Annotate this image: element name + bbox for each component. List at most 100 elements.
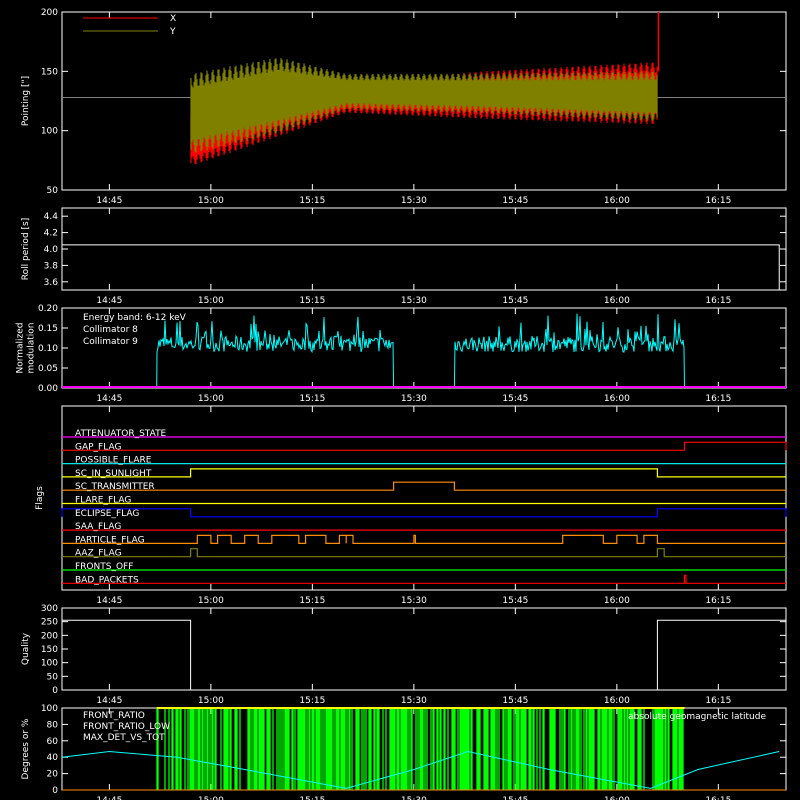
flags-panel: 14:45 15:00 15:15 15:30 15:45 16:00 16:15 Flags… [35,405,787,606]
y-tick-label: 250 [41,618,58,628]
x-tick-label: 16:00 [604,296,630,306]
x-tick-label: 16:00 [604,796,630,800]
x-tick-label: 16:00 [604,394,630,404]
x-tick-label: 15:30 [401,796,427,800]
y-tick-label: 20 [47,770,59,780]
y-axis-label: Quality [21,632,31,665]
flag-label-particle-flag: PARTICLE_FLAG [75,535,145,545]
y-tick-label: 4.4 [44,212,59,222]
flag-label-sc-transmitter: SC_TRANSMITTER [75,482,155,492]
legend-label-y: Y [169,27,176,37]
x-tick-label: 15:00 [198,296,224,306]
legend-label-x: X [170,14,176,24]
x-tick-label: 14:45 [96,696,122,706]
x-tick-label: 15:30 [401,696,427,706]
y-axis-label: Roll period [s] [21,218,31,280]
y-tick-label: 4.2 [44,229,58,239]
y-tick-label: 3.6 [44,278,59,288]
front-ratio-bars [156,708,684,790]
flag-label-fronts-off: FRONTS_OFF [75,562,133,572]
y-tick-label: 200 [41,8,58,18]
panel-frame [61,405,787,591]
x-tick-label: 16:00 [604,196,630,206]
y-axis-label: Normalized [16,322,26,373]
panel-frame [61,11,787,191]
x-tick-label: 15:15 [299,196,325,206]
y-tick-label: 300 [41,604,58,614]
flag-line-sc-in-sunlight [62,468,786,478]
geomagnetic-latitude-label: absolute geomagnetic latitude [628,712,766,722]
x-tick-label: 14:45 [96,796,122,800]
y-tick-label: 150 [41,645,58,655]
legend-front-ratio-low: FRONT_RATIO_LOW [83,722,170,732]
flag-label-bad-packets: BAD_PACKETS [75,575,139,585]
roll-period-panel: 3.6 3.8 4.0 4.2 4.4 14:45 15:00 15:15 15:30 15:45… [21,207,787,306]
geomagnetic-latitude-line [61,750,780,789]
x-tick-label: 15:45 [502,394,528,404]
roll-period-line [62,244,780,290]
x-tick-label: 15:15 [299,394,325,404]
y-tick-label: 50 [47,186,59,196]
y-tick-label: 100 [41,127,58,137]
x-tick-label: 15:30 [401,196,427,206]
x-tick-label: 15:00 [198,196,224,206]
x-tick-label: 15:45 [502,196,528,206]
pointing-panel: 50 100 150 200 14:45 15:00 15:15 15:30 15:45 16:0… [21,8,787,206]
y-tick-label: 100 [41,659,58,669]
y-tick-label: 0.00 [38,384,58,394]
x-tick-label: 14:45 [96,196,122,206]
x-tick-label: 15:00 [198,796,224,800]
y-tick-label: 0.15 [38,324,58,334]
quality-line [62,619,786,691]
legend-collimator-8: Collimator 8 [83,325,138,335]
x-tick-label: 15:15 [299,796,325,800]
x-tick-label: 15:30 [401,596,427,606]
x-tick-label: 16:15 [705,796,731,800]
y-tick-label: 40 [47,753,59,763]
flag-label-saa-flag: SAA_FLAG [75,522,121,532]
flag-label-gap-flag: GAP_FLAG [75,442,121,452]
energy-band-annotation: Energy band: 6-12 keV [83,313,187,323]
x-tick-label: 14:45 [96,394,122,404]
flag-label-attenuator-state: ATTENUATOR_STATE [75,429,167,439]
y-tick-label: 0 [52,786,58,796]
flag-line-gap-flag [62,441,787,451]
x-tick-label: 16:00 [604,596,630,606]
x-tick-label: 15:45 [502,296,528,306]
collimator-8-line [156,315,395,389]
x-tick-label: 16:15 [705,596,731,606]
x-tick-label: 15:15 [299,696,325,706]
x-tick-label: 15:45 [502,596,528,606]
y-tick-label: 50 [47,672,59,682]
y-tick-label: 80 [47,720,59,730]
x-tick-label: 15:45 [502,796,528,800]
y-tick-label: 0 [52,686,58,696]
x-tick-label: 15:00 [198,394,224,404]
x-tick-label: 15:45 [502,696,528,706]
x-tick-label: 15:15 [299,596,325,606]
x-tick-label: 15:00 [198,596,224,606]
degrees-panel: 0 20 40 60 80 100 14:45 15:00 15:15 15:30 15:45 16:… [21,704,787,800]
x-tick-label: 16:15 [705,696,731,706]
flag-line-sc-transmitter [62,481,786,491]
y-tick-label: 100 [41,704,58,714]
modulation-panel: 0.00 0.05 0.10 0.15 0.20 14:45 15:00 15:15 15:30… [16,304,787,404]
series-y-envelope [190,58,658,153]
y-tick-label: 200 [41,631,58,641]
legend-max-det-vs-tot: MAX_DET_VS_TOT [83,733,165,743]
y-tick-label: 0.10 [38,344,58,354]
x-tick-label: 15:30 [401,394,427,404]
flag-label-possible-flare: POSSIBLE_FLARE [75,456,152,466]
y-axis-label: modulation [27,323,37,374]
flag-label-sc-in-sunlight: SC_IN_SUNLIGHT [75,469,152,479]
y-tick-label: 0.05 [38,364,58,374]
y-tick-label: 60 [47,737,59,747]
collimator-8-line [453,313,685,389]
x-tick-label: 15:00 [198,696,224,706]
flag-label-flare-flag: FLARE_FLAG [75,496,131,506]
y-axis-label: Pointing ["] [21,76,31,126]
flag-line-bad-packets [62,574,786,584]
flag-label-aaz-flag: AAZ_FLAG [75,549,122,559]
y-tick-label: 4.0 [44,245,59,255]
y-tick-label: 3.8 [44,261,59,271]
